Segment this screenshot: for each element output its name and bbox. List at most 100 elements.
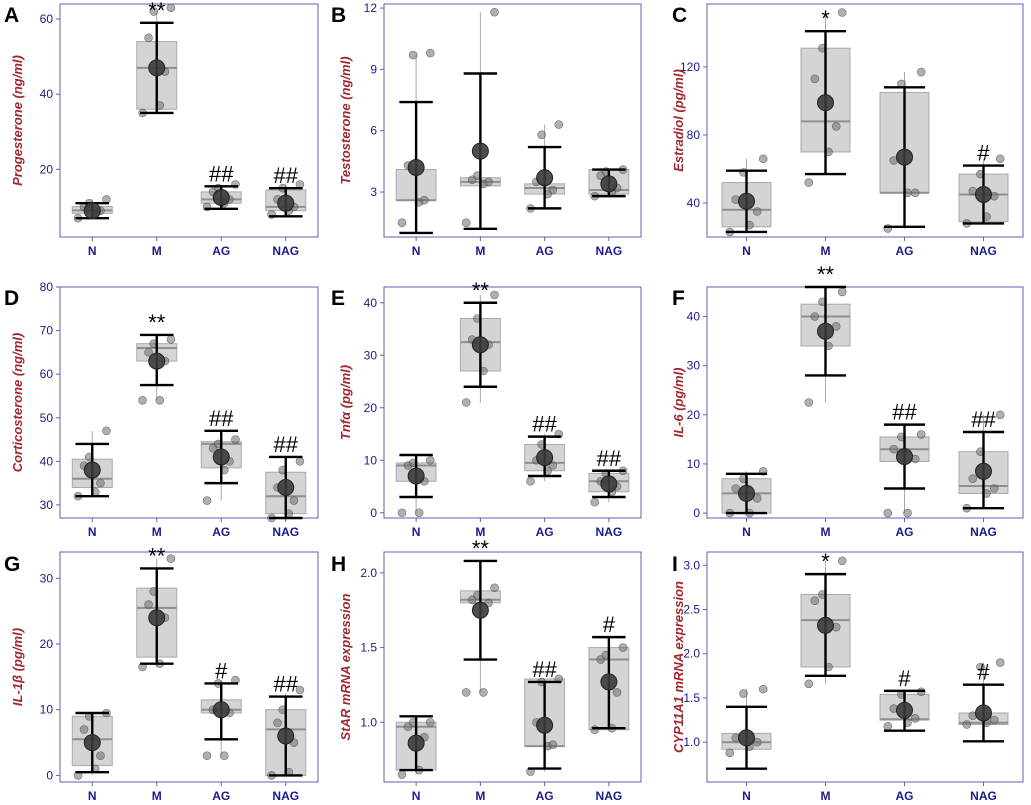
significance-hash: ## xyxy=(971,407,996,432)
y-tick-label: 20 xyxy=(687,408,701,422)
y-tick-label: 60 xyxy=(40,367,54,381)
y-tick-label: 30 xyxy=(40,498,54,512)
y-tick-label: 0 xyxy=(46,768,53,782)
y-axis-label: Tnfα (pg/ml) xyxy=(338,365,353,440)
x-tick-label: NAG xyxy=(970,789,997,803)
panel-label: H xyxy=(331,553,346,576)
data-point xyxy=(837,287,847,297)
x-tick-label: M xyxy=(475,244,485,258)
data-point xyxy=(548,461,558,470)
significance-hash: ## xyxy=(532,657,557,682)
data-point xyxy=(479,688,488,697)
significance-hash: ## xyxy=(209,406,234,431)
y-tick-label: 120 xyxy=(680,60,700,74)
plot-frame xyxy=(706,3,1024,238)
data-point xyxy=(219,751,229,761)
significance-hash: ## xyxy=(532,412,557,437)
data-point xyxy=(289,496,299,505)
mean-marker xyxy=(212,701,230,719)
data-point xyxy=(144,348,153,357)
data-point xyxy=(397,508,407,518)
mean-marker xyxy=(536,169,554,187)
data-point xyxy=(810,596,820,605)
data-point xyxy=(149,7,159,16)
x-tick-label: M xyxy=(152,789,162,803)
mean-marker xyxy=(83,734,101,752)
mean-marker xyxy=(975,185,992,203)
data-point xyxy=(537,130,546,140)
x-tick-label: NAG xyxy=(272,525,299,539)
y-tick-label: 40 xyxy=(40,87,54,101)
y-tick-label: 60 xyxy=(40,12,54,26)
y-tick-label: 10 xyxy=(40,703,54,717)
data-point xyxy=(903,508,912,518)
x-tick-label: AG xyxy=(896,244,914,258)
x-tick-label: M xyxy=(152,244,162,258)
group-ag: AG xyxy=(200,180,242,258)
group-ag: AG xyxy=(524,674,566,803)
data-point xyxy=(144,33,153,43)
plot-frame xyxy=(383,3,642,238)
data-point xyxy=(548,740,558,749)
y-tick-label: 3.0 xyxy=(683,558,700,572)
panel-b: B Testosterone (ng/ml) 3 6 9 12 N M AG NAG xyxy=(331,1,642,258)
mean-marker xyxy=(471,601,489,619)
group-m: M xyxy=(800,556,851,803)
group-nag: NAG xyxy=(958,410,1009,539)
mean-marker xyxy=(536,449,554,467)
y-tick-label: 20 xyxy=(364,401,378,415)
x-tick-label: NAG xyxy=(970,525,997,539)
data-point xyxy=(889,444,899,454)
data-point xyxy=(484,177,493,187)
panel-label: G xyxy=(4,553,20,576)
mean-marker xyxy=(83,461,101,479)
x-tick-label: M xyxy=(821,789,831,803)
panel-d: D Corticosterone (ng/ml) 30 40 50 60 70 80 N M AG N… xyxy=(4,280,319,539)
data-point xyxy=(831,122,841,131)
x-tick-label: AG xyxy=(212,525,230,539)
x-tick-label: NAG xyxy=(596,525,623,539)
group-nag: NAG xyxy=(958,658,1009,803)
group-ag: AG xyxy=(879,687,930,803)
data-point xyxy=(397,218,407,227)
data-point xyxy=(995,658,1005,667)
y-tick-label: 30 xyxy=(40,571,54,585)
plot-frame xyxy=(59,286,319,519)
plot-frame xyxy=(59,3,319,238)
significance-star: * xyxy=(821,549,830,574)
panel-label: E xyxy=(331,287,345,310)
mean-marker xyxy=(975,462,992,480)
data-point xyxy=(590,725,600,735)
data-point xyxy=(995,154,1005,164)
x-tick-label: AG xyxy=(212,789,230,803)
panel-label: D xyxy=(4,287,19,310)
significance-hash: ## xyxy=(274,672,299,697)
mean-marker xyxy=(277,727,295,745)
data-point xyxy=(612,688,622,697)
y-axis-label: IL-1β (pg/ml) xyxy=(10,628,25,706)
data-point xyxy=(96,478,105,488)
data-point xyxy=(295,457,305,466)
y-axis-label: IL-6 (pg/ml) xyxy=(671,367,686,437)
panel-label: B xyxy=(331,4,346,27)
group-n: N xyxy=(395,715,437,803)
group-m: M xyxy=(136,554,178,803)
data-point xyxy=(725,748,735,758)
group-m: M xyxy=(136,333,178,539)
group-nag: NAG xyxy=(265,180,307,258)
panel-c: C Estradiol (pg/ml) 40 80 120 N M AG NAG * # xyxy=(671,3,1024,258)
mean-marker xyxy=(471,142,489,160)
mean-marker xyxy=(407,159,425,177)
plot-frame xyxy=(383,551,642,783)
data-point xyxy=(166,335,176,344)
plot-frame xyxy=(706,551,1024,783)
group-nag: NAG xyxy=(958,154,1009,258)
x-tick-label: NAG xyxy=(272,244,299,258)
panel-h: H StAR mRNA expression 1.0 1.5 2.0 N M AG NAG ** #… xyxy=(331,536,642,803)
significance-star: ** xyxy=(148,310,166,335)
y-tick-label: 30 xyxy=(364,348,378,362)
panel-label: A xyxy=(4,4,19,27)
group-nag: NAG xyxy=(588,466,630,539)
x-tick-label: N xyxy=(88,244,97,258)
mean-marker xyxy=(407,734,425,752)
